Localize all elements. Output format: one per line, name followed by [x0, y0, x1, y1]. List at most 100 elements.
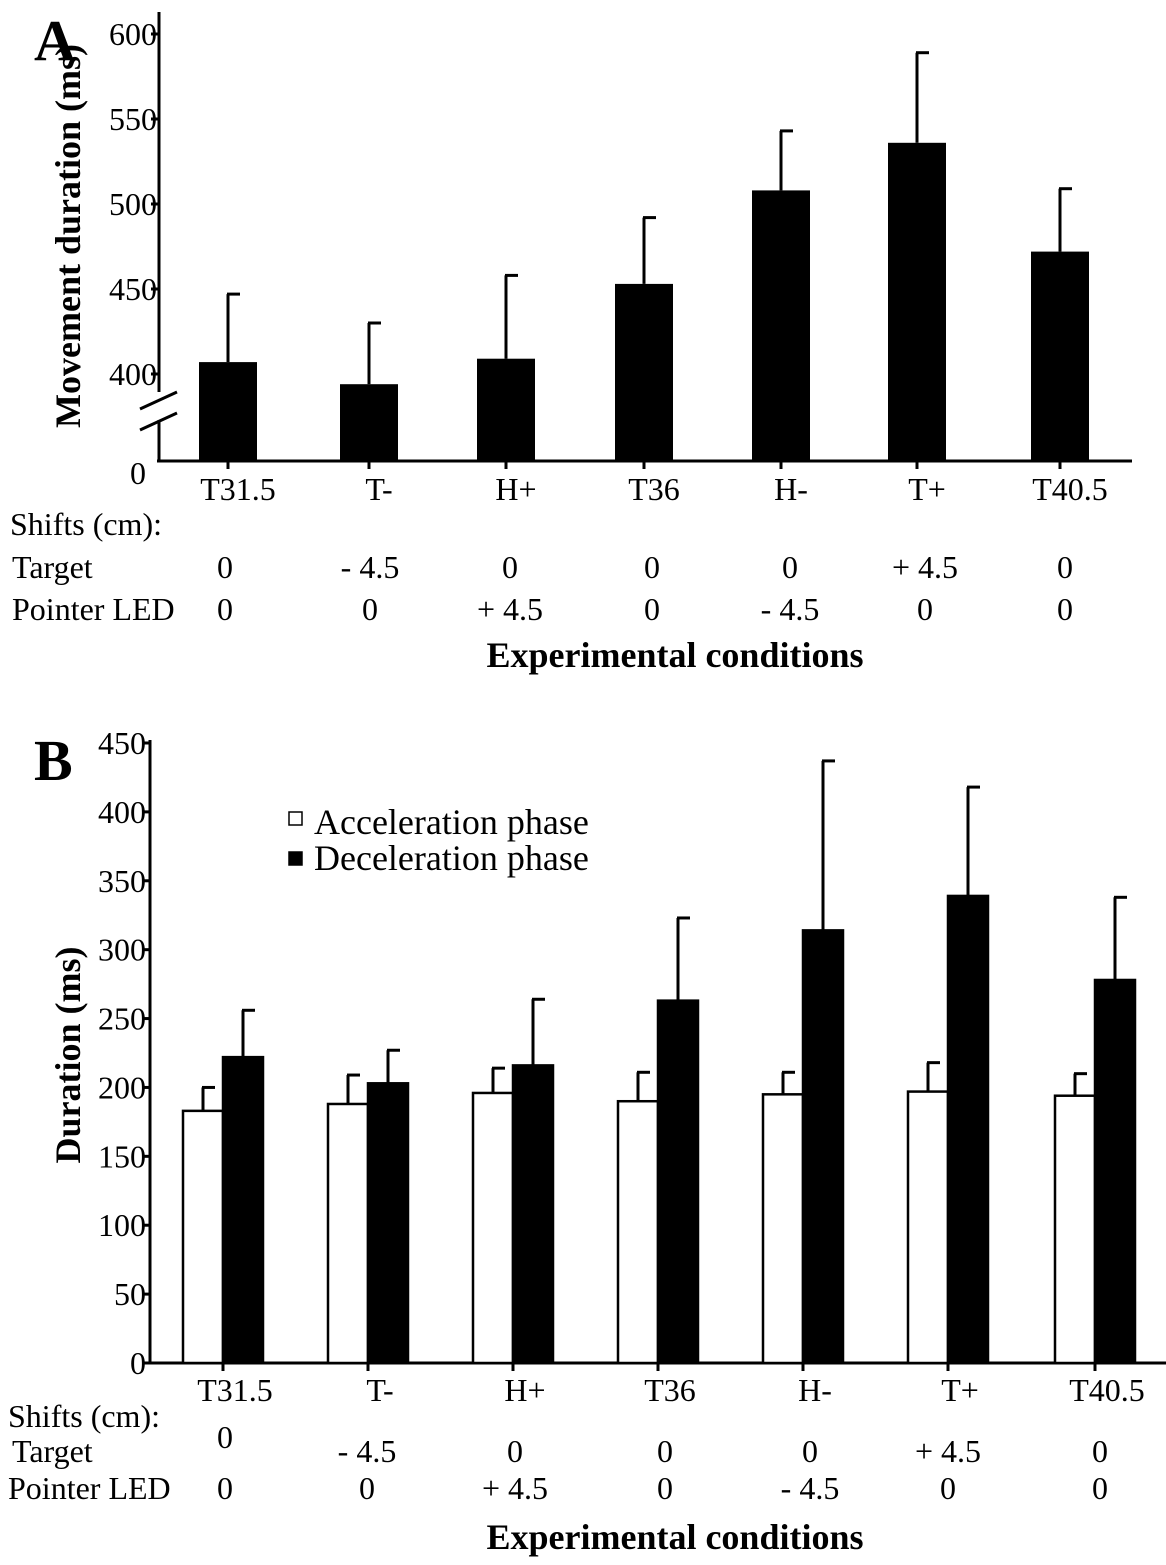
panel-a-shift-value: 0 — [1057, 549, 1073, 585]
panel-a-y-tick-label-zero: 0 — [130, 455, 146, 491]
panel-a-y-tick-label: 450 — [109, 271, 157, 307]
panel-a-shift-value: - 4.5 — [761, 591, 820, 627]
panel-b-plot-area: 450 400 350 300 250 200 150 100 50 0 T31.5 T- H+ T36 H… — [8, 725, 1166, 1506]
panel-a-shift-value: 0 — [917, 591, 933, 627]
panel-a-category-label: T36 — [628, 471, 680, 507]
panel-a-bar — [477, 358, 535, 461]
panel-b-shift-value: 0 — [217, 1419, 233, 1455]
panel-b-bar-acceleration — [761, 1093, 805, 1365]
panel-b-shift-value: - 4.5 — [781, 1470, 840, 1506]
panel-a-category-label: H- — [774, 471, 808, 507]
panel-b-bar-acceleration — [181, 1109, 225, 1365]
panel-a-shift-value: 0 — [362, 591, 378, 627]
panel-b-category-label: T+ — [941, 1372, 979, 1408]
panel-b-y-tick-label: 100 — [98, 1207, 146, 1243]
panel-b-bar-deceleration — [511, 1064, 555, 1365]
panel-a-bar — [340, 384, 398, 461]
panel-b-y-axis-title: Duration (ms) — [48, 947, 88, 1164]
panel-b-shift-row-label: Pointer LED — [8, 1470, 171, 1506]
panel-b-shift-value: 0 — [802, 1433, 818, 1469]
panel-b-shift-value: 0 — [1092, 1470, 1108, 1506]
panel-b-shift-value: 0 — [359, 1470, 375, 1506]
legend-label-acceleration: Acceleration phase — [314, 802, 589, 842]
panel-a-plot-area: 600 550 500 450 400 0 T31.5 T- H+ T36 H- T+ T40.5 Shi… — [10, 12, 1132, 627]
panel-a-category-label: T40.5 — [1032, 471, 1108, 507]
panel-a-bar — [199, 362, 257, 461]
panel-a-category-label: H+ — [495, 471, 536, 507]
panel-b-bar-acceleration — [326, 1102, 370, 1365]
panel-a-shift-row-label: Pointer LED — [12, 591, 175, 627]
panel-a: A 600 550 500 450 400 0 T31.5 T- H+ T36 H- T+ T40.5 S… — [10, 8, 1132, 675]
panel-b-bar-deceleration — [366, 1082, 410, 1365]
panel-b-bar-acceleration — [471, 1091, 515, 1365]
legend-swatch-acceleration — [288, 811, 303, 826]
legend-swatch-deceleration — [288, 851, 303, 866]
panel-b-category-label: T40.5 — [1069, 1372, 1145, 1408]
panel-b-shift-value: 0 — [940, 1470, 956, 1506]
panel-a-axis-break-mark — [139, 390, 178, 411]
panel-b-bar-acceleration — [906, 1090, 950, 1365]
panel-b-shift-value: 0 — [657, 1470, 673, 1506]
panel-a-shift-value: 0 — [644, 549, 660, 585]
panel-b-y-tick-label: 200 — [98, 1069, 146, 1105]
panel-a-bar — [615, 283, 673, 461]
panel-b-y-tick-label: 300 — [98, 932, 146, 968]
panel-a-category-label: T31.5 — [200, 471, 276, 507]
panel-b-shift-value: + 4.5 — [915, 1433, 981, 1469]
panel-a-shift-value: 0 — [644, 591, 660, 627]
panel-b-shifts-header: Shifts (cm): — [8, 1398, 160, 1434]
panel-b-bar-deceleration — [946, 894, 990, 1365]
panel-b-category-label: H+ — [504, 1372, 545, 1408]
panel-b-y-tick-label: 350 — [98, 863, 146, 899]
panel-a-bar — [752, 190, 810, 461]
panel-a-shift-value: 0 — [502, 549, 518, 585]
panel-b-letter: B — [34, 728, 73, 793]
panel-b-shift-value: - 4.5 — [338, 1433, 397, 1469]
panel-b-shift-value: 0 — [217, 1470, 233, 1506]
panel-b-category-label: T36 — [644, 1372, 696, 1408]
panel-b-bar-acceleration — [1053, 1094, 1097, 1365]
panel-b-category-label: T- — [366, 1372, 393, 1408]
panel-b-shift-value: 0 — [507, 1433, 523, 1469]
panel-b-shift-value: + 4.5 — [482, 1470, 548, 1506]
panel-a-shift-value: 0 — [782, 549, 798, 585]
panel-a-y-tick-label: 400 — [109, 356, 157, 392]
panel-a-shift-value: - 4.5 — [341, 549, 400, 585]
panel-b-category-label: H- — [798, 1372, 832, 1408]
panel-a-y-tick-label: 600 — [109, 16, 157, 52]
panel-a-y-tick-label: 500 — [109, 186, 157, 222]
panel-a-x-axis-title: Experimental conditions — [486, 635, 863, 675]
panel-b: B 450 400 350 300 250 200 150 100 50 0 T31.5 T- H+ T3… — [8, 725, 1166, 1557]
panel-a-shifts-header: Shifts (cm): — [10, 506, 162, 542]
panel-b-bar-deceleration — [656, 999, 700, 1365]
panel-b-category-label: T31.5 — [197, 1372, 273, 1408]
panel-a-shift-value: 0 — [217, 591, 233, 627]
panel-b-shift-value: 0 — [1092, 1433, 1108, 1469]
panel-b-bar-deceleration — [1093, 978, 1137, 1365]
panel-a-y-tick-label: 550 — [109, 101, 157, 137]
panel-a-y-axis-title: Movement duration (ms) — [48, 44, 88, 428]
panel-b-x-axis-title: Experimental conditions — [486, 1517, 863, 1557]
panel-a-bar — [888, 142, 946, 462]
panel-b-shift-row-label: Target — [12, 1433, 93, 1469]
panel-a-shift-value: 0 — [217, 549, 233, 585]
panel-a-axis-break-mark — [139, 411, 178, 432]
panel-b-legend: Acceleration phase Deceleration phase — [288, 802, 589, 878]
panel-b-bar-acceleration — [616, 1099, 660, 1365]
panel-a-bar — [1031, 251, 1089, 461]
panel-b-y-tick-label: 150 — [98, 1138, 146, 1174]
panel-a-shift-row-label: Target — [12, 549, 93, 585]
panel-b-y-tick-label: 250 — [98, 1001, 146, 1037]
panel-a-shift-value: + 4.5 — [477, 591, 543, 627]
panel-b-y-tick-label: 50 — [114, 1276, 146, 1312]
panel-a-category-label: T+ — [908, 471, 946, 507]
panel-b-y-tick-label: 0 — [130, 1345, 146, 1381]
panel-a-letter: A — [34, 8, 76, 73]
legend-label-deceleration: Deceleration phase — [314, 838, 589, 878]
panel-b-shift-value: 0 — [657, 1433, 673, 1469]
panel-b-y-tick-label: 450 — [98, 725, 146, 761]
panel-a-shift-value: + 4.5 — [892, 549, 958, 585]
panel-a-category-label: T- — [365, 471, 392, 507]
panel-b-bar-deceleration — [221, 1055, 265, 1365]
